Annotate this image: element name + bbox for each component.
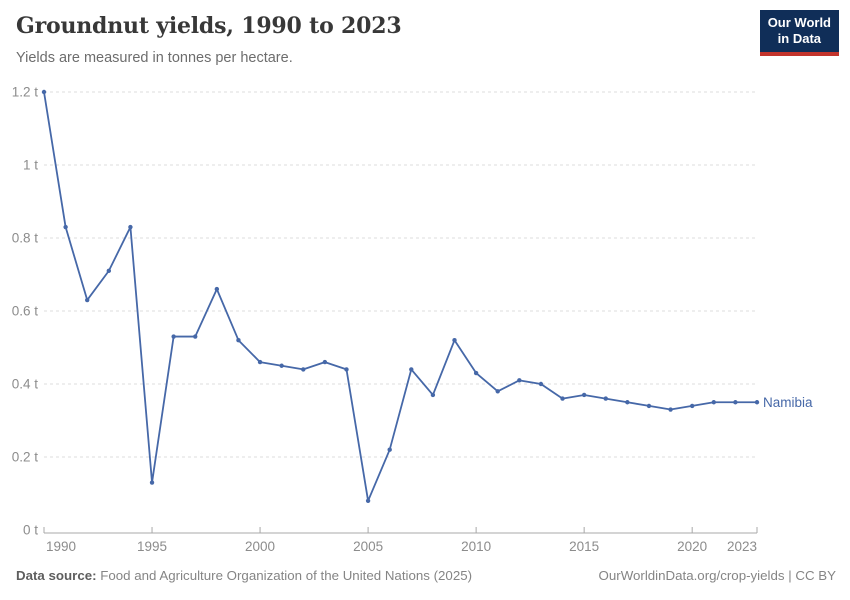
x-tick-label: 2005 — [353, 539, 383, 554]
data-point[interactable] — [495, 389, 500, 394]
y-tick-label: 1.2 t — [12, 85, 39, 100]
data-line — [43, 91, 758, 502]
data-source-label: Data source: — [16, 568, 97, 583]
data-point[interactable] — [387, 447, 392, 452]
data-point[interactable] — [625, 400, 630, 405]
data-point[interactable] — [430, 392, 436, 398]
data-point[interactable] — [646, 403, 652, 409]
y-tick-label: 0.2 t — [12, 450, 39, 465]
data-point[interactable] — [733, 400, 738, 405]
data-point[interactable] — [754, 400, 760, 405]
data-point[interactable] — [344, 367, 349, 372]
data-point[interactable] — [473, 370, 479, 376]
data-point[interactable] — [581, 392, 587, 398]
data-point[interactable] — [452, 338, 457, 343]
y-tick-label: 0.8 t — [12, 231, 39, 246]
data-point[interactable] — [711, 400, 716, 405]
data-point[interactable] — [149, 480, 155, 485]
owid-logo[interactable]: Our World in Data — [759, 10, 839, 56]
data-point[interactable] — [365, 498, 371, 503]
y-tick-label: 0.4 t — [12, 377, 39, 392]
page-title: Groundnut yields, 1990 to 2023 — [16, 13, 402, 39]
data-point[interactable] — [171, 334, 176, 339]
data-point[interactable] — [257, 359, 263, 365]
x-tick-label: 2020 — [677, 539, 707, 554]
data-point[interactable] — [517, 378, 522, 383]
data-point[interactable] — [668, 407, 673, 412]
data-point[interactable] — [236, 338, 241, 343]
data-point[interactable] — [538, 381, 544, 387]
y-tick-label: 0 t — [23, 523, 38, 538]
owid-logo-line2: in Data — [777, 31, 822, 47]
series-label[interactable]: Namibia — [763, 395, 813, 410]
data-point[interactable] — [193, 334, 198, 339]
data-point[interactable] — [322, 359, 328, 365]
data-point[interactable] — [279, 363, 284, 368]
data-point[interactable] — [128, 224, 133, 230]
owid-logo-line1: Our World — [767, 15, 831, 30]
x-tick-label: 1995 — [137, 539, 167, 554]
data-point[interactable] — [106, 268, 112, 274]
line-chart[interactable]: 0 t 0.2 t 0.4 t 0.6 t 0.8 t 1 t 1.2 t 1990 1995 2… — [0, 70, 850, 560]
x-tick-label: 1990 — [46, 539, 76, 554]
footer-link[interactable]: OurWorldinData.org/crop-yields | CC BY — [598, 568, 836, 583]
chart-footer: Data source: Food and Agriculture Organi… — [16, 568, 836, 583]
data-point[interactable] — [560, 396, 565, 401]
data-source: Data source: Food and Agriculture Organi… — [16, 568, 472, 583]
data-point[interactable] — [214, 286, 220, 292]
data-point[interactable] — [41, 89, 47, 95]
x-tick-label: 2000 — [245, 539, 275, 554]
y-tick-label: 1 t — [23, 158, 38, 173]
x-tick-label: 2015 — [569, 539, 599, 554]
data-point[interactable] — [603, 396, 608, 401]
x-tick-label: 2010 — [461, 539, 491, 554]
x-tick-label: 2023 — [727, 539, 757, 554]
y-tick-label: 0.6 t — [12, 304, 39, 319]
data-point[interactable] — [689, 403, 695, 409]
chart-subtitle: Yields are measured in tonnes per hectar… — [16, 50, 293, 66]
data-point[interactable] — [63, 224, 68, 230]
data-source-text: Food and Agriculture Organization of the… — [96, 568, 473, 583]
data-point[interactable] — [409, 367, 414, 372]
data-point[interactable] — [85, 297, 90, 303]
data-point[interactable] — [301, 367, 306, 372]
